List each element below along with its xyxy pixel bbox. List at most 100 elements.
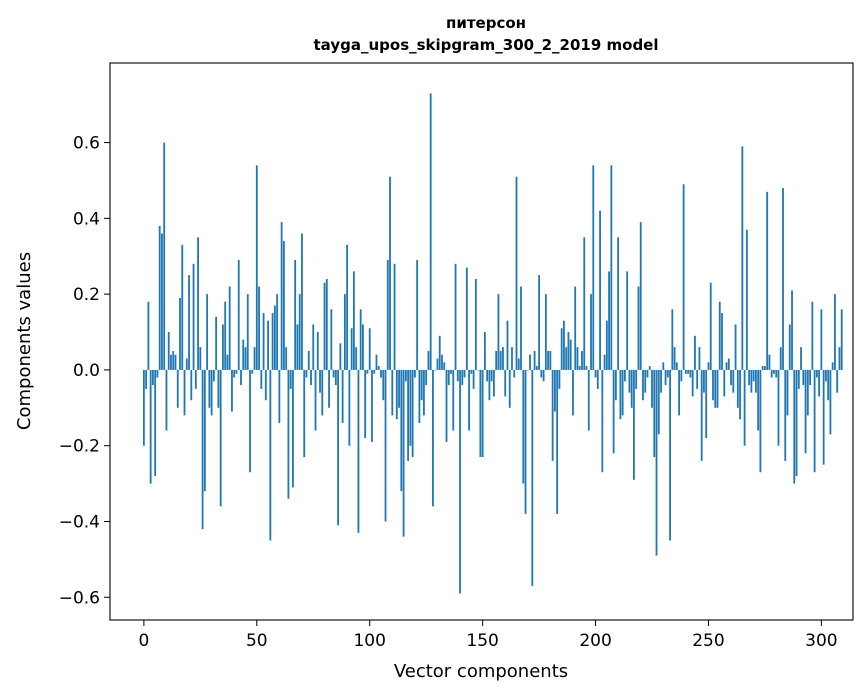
bar-55	[267, 320, 269, 370]
bar-243	[691, 369, 694, 397]
bar-211	[619, 369, 622, 420]
bar-179	[547, 350, 550, 370]
bar-18	[183, 369, 186, 416]
bar-199	[592, 165, 595, 370]
bar-151	[483, 332, 486, 370]
bar-183	[556, 369, 559, 514]
bar-75	[312, 324, 315, 370]
bar-80	[323, 282, 326, 370]
bar-20	[188, 275, 190, 370]
bar-102	[373, 369, 376, 374]
bar-92	[350, 328, 353, 370]
bar-58	[273, 305, 276, 370]
bar-283	[782, 188, 784, 370]
bar-27	[203, 369, 206, 492]
bar-236	[675, 362, 678, 370]
bar-4	[152, 369, 154, 386]
bar-83	[330, 309, 333, 370]
bar-138	[454, 263, 457, 370]
bar-69	[298, 294, 301, 370]
bar-270	[752, 369, 755, 382]
bar-14	[174, 354, 177, 370]
bar-143	[465, 267, 468, 370]
bar-157	[497, 294, 500, 370]
bar-231	[664, 369, 667, 386]
bar-96	[359, 309, 362, 370]
bar-66	[292, 369, 294, 488]
bar-274	[761, 366, 764, 370]
bar-146	[472, 369, 475, 389]
bar-60	[278, 369, 281, 423]
bar-51	[258, 286, 260, 370]
x-tick-label-5: 250	[692, 631, 724, 651]
bar-275	[764, 366, 766, 370]
bar-247	[700, 369, 703, 461]
bar-126	[427, 350, 430, 370]
bar-166	[517, 358, 520, 370]
y-tick-label-3: 0.0	[73, 361, 100, 381]
bar-94	[355, 347, 358, 370]
bar-65	[289, 369, 292, 389]
bar-191	[574, 286, 577, 370]
bar-155	[493, 369, 495, 397]
bar-299	[818, 369, 821, 397]
bar-15	[176, 369, 179, 408]
bar-279	[773, 369, 775, 374]
bar-170	[526, 369, 529, 371]
bar-134	[445, 369, 448, 442]
bar-139	[456, 369, 459, 382]
bar-295	[809, 369, 811, 386]
bar-262	[734, 324, 737, 370]
bar-242	[689, 369, 692, 378]
bar-107	[384, 369, 387, 522]
bar-145	[470, 369, 473, 374]
bar-284	[784, 369, 787, 461]
bar-71	[303, 369, 306, 458]
y-tick-label-1: −0.4	[59, 512, 100, 532]
bar-303	[827, 369, 830, 401]
bar-16	[179, 297, 181, 370]
bar-78	[319, 369, 321, 393]
bar-68	[296, 324, 299, 370]
bar-252	[712, 369, 714, 401]
bar-40	[233, 369, 236, 378]
bar-46	[246, 294, 249, 370]
bar-239	[682, 184, 685, 370]
bar-61	[280, 222, 283, 370]
bar-82	[328, 369, 330, 408]
bar-86	[337, 369, 339, 526]
bar-290	[797, 369, 800, 389]
bar-196	[585, 366, 588, 370]
bar-52	[260, 369, 263, 389]
bar-70	[301, 233, 303, 370]
bar-74	[310, 369, 312, 386]
bar-13	[172, 350, 175, 370]
bar-series	[142, 93, 843, 594]
bar-269	[750, 369, 753, 393]
bar-57	[271, 313, 274, 370]
bar-34	[219, 369, 222, 507]
bar-203	[601, 369, 604, 473]
bar-54	[264, 369, 267, 401]
bar-285	[786, 369, 789, 416]
bar-89	[343, 294, 346, 370]
bar-111	[393, 263, 396, 370]
bar-189	[569, 339, 572, 370]
bar-140	[459, 369, 461, 594]
bar-122	[418, 369, 421, 423]
bar-291	[800, 347, 802, 370]
bar-103	[375, 354, 378, 370]
bar-104	[377, 366, 380, 370]
bar-289	[795, 369, 798, 477]
bar-38	[228, 286, 231, 370]
bar-47	[249, 369, 251, 473]
bar-123	[420, 369, 423, 401]
bar-282	[779, 347, 782, 370]
x-axis-label: Vector components	[394, 661, 568, 682]
bar-169	[524, 369, 527, 514]
bar-114	[400, 369, 403, 492]
bar-186	[563, 320, 565, 370]
bar-149	[479, 369, 482, 458]
